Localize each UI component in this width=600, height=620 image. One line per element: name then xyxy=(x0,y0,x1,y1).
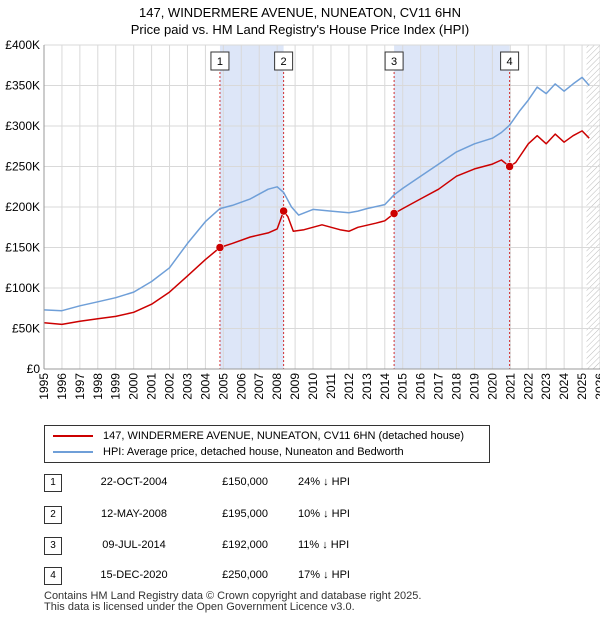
y-tick-label: £300K xyxy=(5,119,40,133)
x-tick-label: 2002 xyxy=(163,373,177,400)
x-tick-label: 2020 xyxy=(485,373,499,400)
x-tick-label: 2007 xyxy=(252,373,266,400)
sale-hpi-diff: 10% ↓ HPI xyxy=(298,508,350,520)
legend: 147, WINDERMERE AVENUE, NUNEATON, CV11 6… xyxy=(44,425,490,463)
y-tick-label: £200K xyxy=(5,200,40,214)
x-tick-label: 2018 xyxy=(450,373,464,400)
chart-title: 147, WINDERMERE AVENUE, NUNEATON, CV11 6… xyxy=(139,5,461,20)
y-tick-label: £50K xyxy=(12,322,40,336)
sale-hpi-diff: 11% ↓ HPI xyxy=(298,539,350,551)
x-tick-label: 2009 xyxy=(288,373,302,400)
legend-line-property xyxy=(53,435,93,437)
sale-number-badge: 1 xyxy=(44,474,62,492)
table-row: 4 15-DEC-2020 £250,000 17% ↓ HPI xyxy=(44,567,544,587)
legend-item-property: 147, WINDERMERE AVENUE, NUNEATON, CV11 6… xyxy=(53,428,464,444)
sale-price: £192,000 xyxy=(222,539,268,551)
x-tick-label: 2005 xyxy=(216,373,230,400)
sale-label-box xyxy=(500,51,520,71)
legend-label-property: 147, WINDERMERE AVENUE, NUNEATON, CV11 6… xyxy=(103,430,465,442)
legend-label-hpi: HPI: Average price, detached house, Nune… xyxy=(103,446,404,458)
sale-label-box xyxy=(384,51,404,71)
x-tick-label: 2004 xyxy=(198,373,212,400)
sale-point xyxy=(215,243,225,252)
x-tick-label: 2011 xyxy=(324,373,338,399)
sale-label-number: 1 xyxy=(217,56,223,68)
footer-licence: This data is licensed under the Open Gov… xyxy=(44,601,355,613)
sale-point xyxy=(389,209,399,218)
sale-number-badge: 3 xyxy=(44,537,62,555)
x-tick-label: 2003 xyxy=(180,373,194,400)
x-tick-label: 2010 xyxy=(306,373,320,400)
table-row: 2 12-MAY-2008 £195,000 10% ↓ HPI xyxy=(44,506,544,526)
x-tick-label: 2006 xyxy=(234,373,248,400)
x-tick-label: 2023 xyxy=(539,373,553,400)
legend-item-hpi: HPI: Average price, detached house, Nune… xyxy=(53,444,404,460)
x-tick-label: 2012 xyxy=(342,373,356,400)
sale-price: £250,000 xyxy=(222,569,268,581)
sale-label-number: 2 xyxy=(281,56,287,68)
chart-subtitle: Price paid vs. HM Land Registry's House … xyxy=(130,22,470,37)
x-tick-label: 1999 xyxy=(109,373,123,400)
x-tick-label: 1996 xyxy=(55,373,69,400)
y-tick-label: £0 xyxy=(27,362,41,376)
y-tick-label: £150K xyxy=(5,241,40,255)
sale-number-badge: 2 xyxy=(44,506,62,524)
x-tick-label: 2024 xyxy=(557,373,571,400)
x-tick-label: 2015 xyxy=(396,373,410,400)
x-tick-label: 2025 xyxy=(575,373,589,400)
x-tick-label: 2013 xyxy=(360,373,374,400)
sale-hpi-diff: 24% ↓ HPI xyxy=(298,476,350,488)
table-row: 1 22-OCT-2004 £150,000 24% ↓ HPI xyxy=(44,474,544,494)
y-tick-label: £350K xyxy=(5,79,40,93)
sale-point xyxy=(279,206,288,216)
x-tick-label: 2026 xyxy=(593,373,600,400)
x-tick-label: 2001 xyxy=(145,373,159,400)
sale-price: £195,000 xyxy=(222,508,268,520)
sale-date: 22-OCT-2004 xyxy=(100,476,168,488)
x-tick-label: 1998 xyxy=(91,373,105,400)
legend-line-hpi xyxy=(53,451,93,453)
sale-number-badge: 4 xyxy=(44,567,62,585)
x-tick-label: 2017 xyxy=(432,373,446,400)
x-tick-label: 2019 xyxy=(467,373,481,400)
sale-label-number: 3 xyxy=(391,56,397,68)
y-tick-label: £250K xyxy=(5,160,40,174)
y-tick-label: £100K xyxy=(5,281,40,295)
price-chart: £0 £50K £100K £150K £200K £250K £300K £350K £400… xyxy=(5,38,600,400)
y-tick-label: £400K xyxy=(5,38,40,52)
sale-point xyxy=(505,162,514,171)
sale-label-number: 4 xyxy=(507,56,513,68)
x-tick-label: 2022 xyxy=(521,373,535,400)
table-row: 3 09-JUL-2014 £192,000 11% ↓ HPI xyxy=(44,537,544,557)
sale-label-box xyxy=(210,51,230,71)
hpi-series-line xyxy=(43,76,590,312)
sale-price: £150,000 xyxy=(222,476,268,488)
x-tick-label: 2000 xyxy=(127,373,141,400)
sale-date: 15-DEC-2020 xyxy=(100,569,168,581)
x-tick-label: 1997 xyxy=(73,373,87,400)
sale-hpi-diff: 17% ↓ HPI xyxy=(298,569,350,581)
x-tick-label: 1995 xyxy=(37,373,51,400)
footer-copyright: Contains HM Land Registry data © Crown c… xyxy=(44,590,422,602)
sale-date: 12-MAY-2008 xyxy=(100,508,168,520)
sale-date: 09-JUL-2014 xyxy=(102,539,166,551)
x-tick-label: 2014 xyxy=(378,373,392,400)
sale-label-box xyxy=(274,51,294,71)
x-tick-label: 2008 xyxy=(270,373,284,400)
x-tick-label: 2016 xyxy=(414,373,428,400)
x-tick-label: 2021 xyxy=(503,373,517,400)
property-series-line xyxy=(43,130,590,326)
